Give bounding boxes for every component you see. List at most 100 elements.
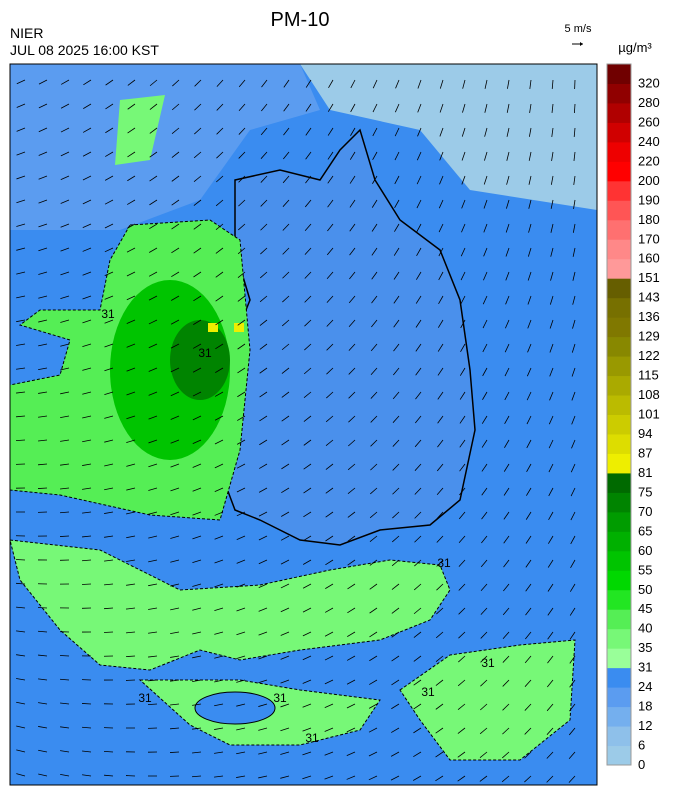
wind-arrow	[82, 535, 92, 538]
wind-arrow	[171, 223, 180, 230]
wind-arrow	[526, 367, 532, 377]
wind-arrow	[126, 223, 136, 229]
wind-arrow	[371, 199, 378, 208]
wind-arrow	[261, 79, 268, 88]
wind-arrow	[392, 391, 400, 400]
wind-arrow	[215, 223, 224, 230]
wind-arrow	[261, 103, 268, 112]
wind-arrow	[502, 727, 510, 735]
wind-arrow	[392, 439, 400, 447]
wind-arrow	[439, 175, 444, 185]
wind-arrow	[349, 223, 356, 232]
wind-arrow	[416, 247, 422, 257]
wind-arrow	[504, 391, 510, 401]
wind-arrow	[302, 631, 312, 637]
wind-arrow	[501, 751, 510, 759]
wind-arrow	[480, 559, 488, 568]
wind-arrow	[104, 175, 114, 181]
colorbar-frame	[606, 63, 632, 766]
wind-arrow	[482, 295, 488, 305]
wind-arrow	[369, 511, 378, 519]
wind-arrow	[170, 607, 180, 611]
wind-arrow	[148, 679, 158, 682]
wind-arrow	[414, 463, 422, 471]
wind-arrow	[192, 415, 202, 421]
wind-arrow	[192, 535, 202, 540]
wind-arrow	[38, 391, 48, 394]
wind-arrow	[546, 751, 554, 759]
wind-arrow	[394, 151, 400, 161]
colorbar-band	[607, 83, 631, 104]
wind-arrow	[482, 319, 488, 329]
wind-arrow	[326, 247, 334, 256]
colorbar-label: 160	[638, 251, 660, 266]
wind-arrow	[324, 607, 334, 613]
wind-arrow	[347, 487, 356, 494]
wind-arrow	[437, 391, 444, 400]
wind-arrow	[413, 751, 422, 758]
wind-arrow	[15, 439, 26, 442]
wind-arrow	[369, 583, 378, 590]
wind-arrow	[280, 655, 290, 660]
wind-arrow	[483, 223, 488, 233]
colorbar-band	[607, 667, 631, 688]
wind-arrow	[326, 367, 334, 375]
wind-arrow	[350, 127, 356, 136]
wind-arrow	[260, 247, 268, 255]
wind-arrow	[16, 319, 26, 323]
wind-arrow	[105, 151, 114, 157]
wind-arrow	[369, 535, 378, 542]
wind-arrow	[325, 583, 334, 589]
wind-arrow	[280, 535, 290, 541]
wind-arrow	[439, 127, 444, 137]
colorbar-band	[607, 414, 631, 435]
colorbar-label: 200	[638, 173, 660, 188]
wind-arrow	[305, 151, 312, 160]
colorbar-band	[607, 589, 631, 610]
wind-arrow	[457, 679, 466, 687]
wind-arrow	[302, 703, 312, 708]
wind-arrow	[283, 127, 290, 136]
wind-arrow	[193, 199, 202, 206]
wind-arrow	[82, 319, 92, 324]
colorbar-label: 101	[638, 407, 660, 422]
wind-arrow	[415, 343, 422, 352]
wind-arrow	[350, 79, 356, 89]
wind-arrow	[281, 487, 290, 494]
wind-arrow	[550, 223, 554, 233]
colorbar-band	[607, 180, 631, 201]
wind-arrow	[192, 343, 202, 349]
wind-arrow	[82, 295, 92, 300]
wind-arrow	[82, 151, 92, 157]
wind-arrow	[326, 319, 334, 327]
wind-arrow	[414, 415, 422, 424]
wind-arrow	[126, 559, 136, 562]
wind-arrow	[171, 175, 180, 182]
wind-arrow	[524, 775, 532, 783]
wind-arrow	[82, 439, 92, 443]
wind-arrow	[304, 223, 312, 232]
wind-arrow	[573, 199, 576, 209]
wind-arrow	[416, 151, 422, 161]
wind-arrow	[304, 199, 312, 208]
wind-arrow	[569, 607, 576, 616]
wind-arrow	[259, 343, 268, 350]
colorbar-band	[607, 648, 631, 669]
wind-arrow	[237, 367, 246, 374]
wind-arrow	[105, 127, 114, 134]
wind-arrow	[237, 271, 246, 278]
wind-arrow	[414, 487, 422, 495]
wind-arrow	[526, 439, 532, 449]
wind-arrow	[305, 103, 312, 112]
wind-arrow	[16, 773, 26, 777]
wind-arrow	[126, 367, 136, 372]
wind-arrow	[527, 343, 532, 353]
wind-arrow	[437, 343, 444, 352]
wind-arrow	[81, 559, 92, 562]
island	[194, 691, 276, 725]
colorbar-band	[607, 550, 631, 571]
wind-arrow	[435, 679, 444, 686]
wind-arrow	[259, 439, 268, 446]
colorbar-band	[607, 356, 631, 377]
